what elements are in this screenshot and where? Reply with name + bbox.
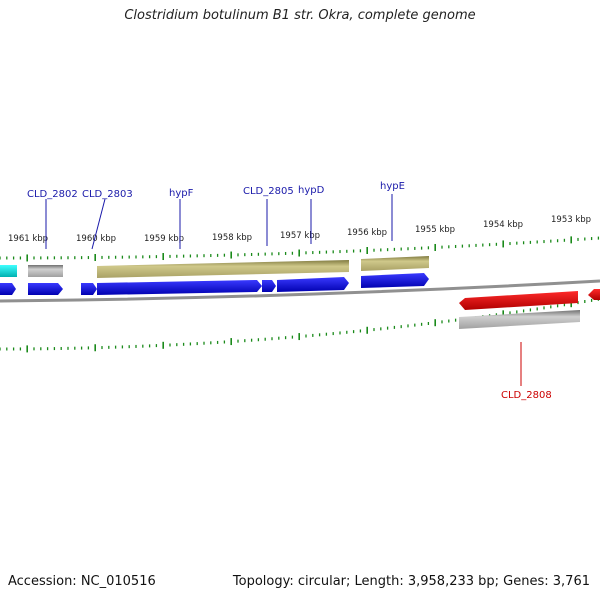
- scale-tick-label: 1955 kbp: [415, 225, 455, 235]
- gene-arrow-blue[interactable]: [28, 283, 63, 295]
- gene-label[interactable]: CLD_2805: [243, 186, 294, 197]
- feature-bar-gray[interactable]: [28, 265, 63, 277]
- scale-tick-label: 1959 kbp: [144, 234, 184, 244]
- genome-backbone: [0, 279, 600, 303]
- gene-arrow-red[interactable]: [459, 291, 578, 310]
- gene-arrow-blue[interactable]: [97, 280, 262, 295]
- scale-tick-label: 1958 kbp: [212, 233, 252, 243]
- feature-bar-cyan[interactable]: [0, 265, 17, 277]
- scale-tick-label: 1961 kbp: [8, 234, 48, 244]
- gene-arrow-blue[interactable]: [277, 277, 349, 292]
- gene-arrow-blue[interactable]: [262, 280, 276, 292]
- gene-arrow-blue[interactable]: [0, 283, 16, 295]
- gene-arrow-blue[interactable]: [81, 283, 97, 295]
- gene-label[interactable]: hypD: [298, 185, 325, 196]
- outer-scale-ticks: [0, 236, 600, 262]
- gene-label[interactable]: CLD_2803: [82, 189, 133, 200]
- label-leader: [91, 198, 106, 250]
- scale-tick-label: 1953 kbp: [551, 215, 591, 225]
- scale-tick-label: 1954 kbp: [483, 220, 523, 230]
- gene-arrow-red[interactable]: [588, 289, 600, 300]
- gene-arrow-blue[interactable]: [361, 273, 429, 288]
- map-title: Clostridium botulinum B1 str. Okra, comp…: [124, 8, 476, 23]
- gene-label[interactable]: CLD_2808: [501, 390, 552, 401]
- accession-text: Accession: NC_010516: [8, 574, 156, 589]
- scale-tick-label: 1960 kbp: [76, 234, 116, 244]
- feature-bar-olive[interactable]: [361, 256, 429, 271]
- gene-label[interactable]: hypF: [169, 188, 194, 199]
- gene-label[interactable]: CLD_2802: [27, 189, 78, 200]
- gene-label[interactable]: hypE: [380, 181, 405, 192]
- feature-bar-olive[interactable]: [97, 260, 349, 278]
- feature-bar-gray[interactable]: [459, 310, 580, 329]
- genome-summary: Topology: circular; Length: 3,958,233 bp…: [232, 574, 590, 589]
- scale-tick-label: 1957 kbp: [280, 231, 320, 241]
- scale-tick-label: 1956 kbp: [347, 228, 387, 238]
